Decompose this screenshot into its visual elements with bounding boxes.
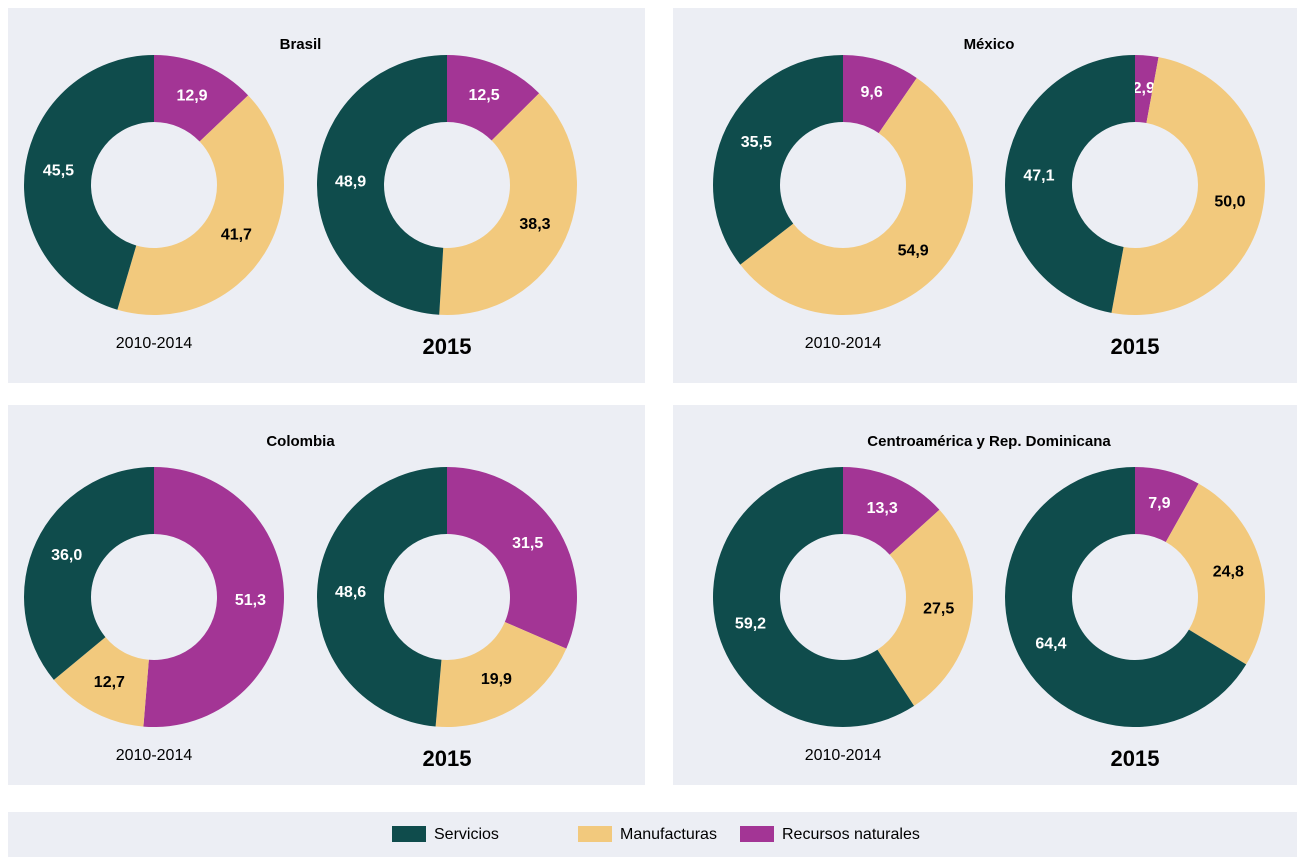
donut-segment (24, 467, 155, 680)
donut-segment (117, 95, 285, 316)
value-label: 9,6 (861, 84, 883, 101)
value-label: 48,6 (335, 584, 366, 601)
donut-segment (843, 55, 917, 134)
panel-title: México (964, 36, 1015, 53)
donut-segment (435, 622, 567, 727)
value-label: 24,8 (1213, 564, 1244, 581)
donut-segment (713, 466, 915, 727)
donut-segment (843, 467, 940, 555)
legend-swatch (578, 826, 612, 842)
legend-swatch (740, 826, 774, 842)
donut-segment (877, 509, 974, 706)
donut-segment (713, 55, 843, 265)
donut-segment (1135, 55, 1159, 124)
value-label: 50,0 (1214, 194, 1245, 211)
group-label: 2010-2014 (116, 747, 193, 764)
value-label: 2,9 (1133, 80, 1155, 97)
donut-segment (316, 55, 447, 315)
value-label: 48,9 (335, 173, 366, 190)
value-label: 12,9 (176, 88, 207, 105)
donut-segment (316, 467, 447, 727)
donut-segment (1111, 57, 1265, 315)
value-label: 31,5 (512, 535, 543, 552)
legend-panel (8, 812, 1297, 857)
value-label: 27,5 (923, 601, 954, 618)
value-label: 41,7 (221, 226, 252, 243)
value-label: 35,5 (741, 134, 772, 151)
donut-segment (154, 55, 249, 142)
group-label: 2010-2014 (116, 335, 193, 352)
donut-segment (1004, 467, 1247, 727)
value-label: 47,1 (1023, 167, 1054, 184)
value-label: 7,9 (1148, 495, 1170, 512)
value-label: 36,0 (51, 547, 82, 564)
panel-title: Centroamérica y Rep. Dominicana (867, 433, 1111, 450)
donut-segment (53, 637, 149, 727)
value-label: 12,5 (468, 87, 499, 104)
value-label: 64,4 (1035, 636, 1066, 653)
donut-segment (1005, 55, 1135, 313)
group-label: 2015 (423, 334, 472, 359)
legend-label: Recursos naturales (782, 826, 920, 843)
value-label: 54,9 (898, 242, 929, 259)
donut-segment (447, 467, 577, 649)
value-label: 19,9 (481, 671, 512, 688)
donut-segment (143, 467, 284, 727)
donut-segment (740, 77, 973, 315)
value-label: 45,5 (43, 162, 74, 179)
legend-label: Servicios (434, 826, 499, 843)
value-label: 38,3 (519, 216, 550, 233)
group-label: 2015 (1111, 334, 1160, 359)
panel-title: Colombia (266, 433, 335, 450)
value-label: 51,3 (235, 592, 266, 609)
group-label: 2010-2014 (805, 335, 882, 352)
donut-segment (23, 55, 154, 310)
donut-segment (1165, 483, 1265, 665)
legend-swatch (392, 826, 426, 842)
donut-segment (447, 55, 540, 141)
group-label: 2015 (423, 746, 472, 771)
donut-segment (1135, 467, 1199, 543)
panel-title: Brasil (280, 36, 322, 53)
donut-segment (439, 93, 577, 316)
value-label: 59,2 (735, 616, 766, 633)
group-label: 2015 (1111, 746, 1160, 771)
legend-label: Manufacturas (620, 826, 717, 843)
group-label: 2010-2014 (805, 747, 882, 764)
value-label: 12,7 (94, 674, 125, 691)
value-label: 13,3 (867, 500, 898, 517)
